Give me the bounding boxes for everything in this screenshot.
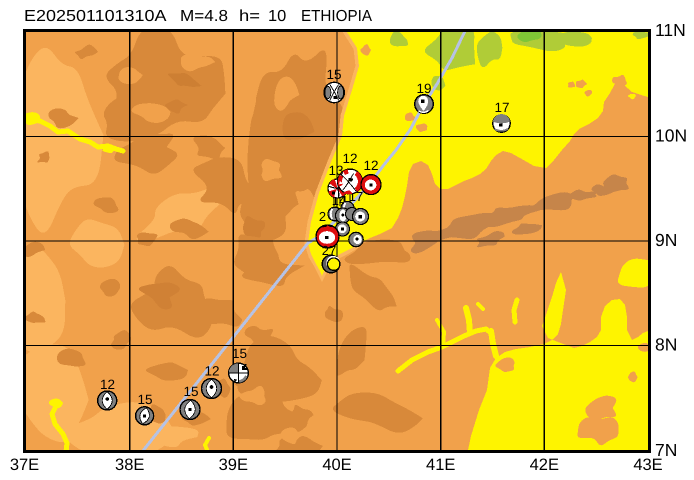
svg-text:15: 15	[326, 67, 341, 82]
svg-text:9N: 9N	[655, 230, 677, 250]
svg-text:15: 15	[137, 392, 152, 407]
svg-text:ETHIOPIA: ETHIOPIA	[301, 8, 372, 25]
svg-text:12: 12	[342, 151, 357, 166]
svg-text:40E: 40E	[322, 456, 351, 474]
svg-text:10: 10	[268, 8, 286, 25]
svg-text:17: 17	[494, 100, 509, 115]
svg-text:15: 15	[232, 346, 247, 361]
svg-text:27: 27	[322, 243, 336, 258]
svg-text:M=4.8: M=4.8	[180, 8, 228, 25]
svg-text:12: 12	[100, 377, 115, 392]
svg-text:43E: 43E	[633, 456, 662, 474]
svg-text:42E: 42E	[530, 456, 559, 474]
svg-text:15: 15	[183, 384, 198, 399]
svg-text:12: 12	[363, 158, 378, 173]
svg-text:39E: 39E	[219, 456, 248, 474]
svg-text:13: 13	[328, 163, 343, 178]
svg-text:7N: 7N	[655, 440, 677, 460]
svg-text:h=: h=	[239, 8, 260, 25]
svg-text:10N: 10N	[655, 126, 687, 146]
svg-text:E202501101310A: E202501101310A	[24, 8, 167, 25]
svg-text:41E: 41E	[426, 456, 455, 474]
svg-text:12: 12	[204, 364, 219, 379]
svg-text:11N: 11N	[655, 20, 686, 40]
svg-text:8N: 8N	[655, 335, 677, 355]
svg-text:38E: 38E	[115, 456, 144, 474]
svg-text:2: 2	[319, 209, 326, 224]
svg-text:37E: 37E	[10, 456, 39, 474]
svg-text:19: 19	[416, 81, 431, 96]
